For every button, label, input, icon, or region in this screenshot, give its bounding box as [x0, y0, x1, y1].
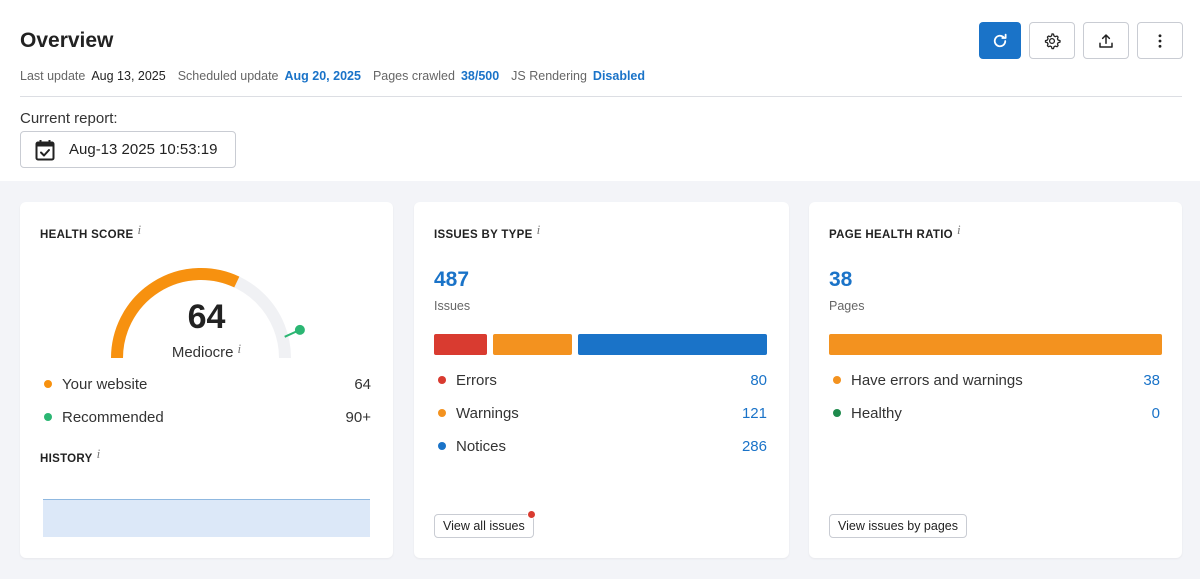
bar-segment-notices[interactable] — [578, 334, 767, 355]
legend-label: Errors — [456, 371, 497, 389]
pages-total-link[interactable]: 38 — [829, 268, 853, 291]
errors-count-link[interactable]: 80 — [750, 371, 767, 389]
info-icon[interactable]: i — [536, 222, 541, 237]
notification-dot — [526, 510, 536, 519]
legend-errors: Errors 80 — [438, 370, 767, 390]
issues-distribution-bar — [434, 334, 767, 355]
legend-value: 90+ — [345, 408, 371, 426]
health-score-title: HEALTH SCORE i — [40, 222, 141, 242]
bar-segment-errors[interactable] — [434, 334, 487, 355]
legend-your-website: Your website 64 — [44, 374, 371, 394]
issues-total-label: Issues — [434, 299, 471, 313]
health-score-gauge — [111, 267, 305, 359]
legend-label: Your website — [62, 375, 148, 393]
health-score-value: 64 — [187, 298, 226, 336]
gear-icon — [1044, 32, 1061, 49]
issues-total-link[interactable]: 487 — [434, 268, 470, 291]
legend-warnings: Warnings 121 — [438, 403, 767, 423]
legend-label: Notices — [456, 437, 507, 455]
issues-by-type-title: ISSUES BY TYPE i — [434, 222, 541, 242]
legend-errors-warnings: Have errors and warnings 38 — [833, 370, 1160, 390]
info-icon[interactable]: i — [96, 446, 101, 461]
info-icon[interactable]: i — [137, 222, 142, 237]
legend-recommended: Recommended 90+ — [44, 407, 371, 427]
more-vertical-icon — [1158, 33, 1162, 48]
pages-crawled-label: Pages crawled — [372, 69, 455, 83]
pages-total-label: Pages — [829, 299, 865, 313]
legend-dot — [833, 409, 841, 417]
page-health-ratio-title-text: PAGE HEALTH RATIO — [829, 229, 953, 241]
report-date-value: Aug-13 2025 10:53:19 — [69, 141, 218, 158]
bar-segment-warnings[interactable] — [492, 334, 573, 355]
info-icon[interactable]: i — [956, 222, 961, 237]
calendar-check-icon — [35, 139, 55, 160]
scheduled-update-link[interactable]: Aug 20, 2025 — [284, 69, 361, 83]
view-all-issues-button[interactable]: View all issues — [434, 510, 536, 538]
bar-segment-have-errors-and-warnings[interactable] — [829, 334, 1162, 355]
upload-icon — [1099, 33, 1113, 48]
health-score-rating: Mediocre i — [20, 341, 393, 361]
legend-dot — [438, 442, 446, 450]
view-all-issues-label: View all issues — [443, 519, 525, 533]
export-button[interactable] — [1083, 22, 1129, 59]
notices-count-link[interactable]: 286 — [741, 437, 767, 455]
history-title-text: HISTORY — [40, 453, 93, 465]
header-divider — [20, 96, 1182, 97]
health-score-title-text: HEALTH SCORE — [40, 229, 134, 241]
gauge-fill-arc — [111, 267, 240, 359]
legend-dot — [44, 413, 52, 421]
page-header: Overview Last update Aug 13, 2025 Schedu… — [0, 0, 1200, 181]
page-health-ratio-title: PAGE HEALTH RATIO i — [829, 222, 961, 242]
report-date-selector[interactable]: Aug-13 2025 10:53:19 — [20, 131, 236, 168]
info-icon[interactable]: i — [237, 341, 242, 356]
legend-dot — [438, 409, 446, 417]
legend-label: Recommended — [62, 408, 164, 426]
view-issues-by-pages-label: View issues by pages — [838, 519, 958, 533]
page-health-distribution-bar — [829, 334, 1162, 355]
page-health-ratio-card: PAGE HEALTH RATIO i 38 Pages Have errors … — [809, 202, 1182, 558]
js-rendering-label: JS Rendering — [511, 69, 587, 83]
current-report-label: Current report: — [20, 110, 118, 127]
more-options-button[interactable] — [1137, 22, 1183, 59]
warnings-count-link[interactable]: 121 — [741, 404, 767, 422]
history-title: HISTORY i — [40, 446, 101, 466]
legend-label: Have errors and warnings — [851, 371, 1023, 389]
refresh-button[interactable] — [979, 22, 1021, 59]
issues-by-type-title-text: ISSUES BY TYPE — [434, 229, 533, 241]
health-score-card: HEALTH SCORE i 64 Mediocre i Your website … — [20, 202, 393, 558]
legend-dot — [833, 376, 841, 384]
history-chart[interactable] — [43, 499, 370, 537]
recommended-marker-dot — [294, 324, 305, 335]
issues-by-type-card: ISSUES BY TYPE i 487 Issues Errors 80 War… — [414, 202, 789, 558]
legend-dot — [438, 376, 446, 384]
pages-crawled-link[interactable]: 38/500 — [460, 69, 500, 83]
legend-dot — [44, 380, 52, 388]
legend-label: Healthy — [851, 404, 902, 422]
legend-notices: Notices 286 — [438, 436, 767, 456]
legend-healthy: Healthy 0 — [833, 403, 1160, 423]
page-title: Overview — [20, 29, 114, 52]
legend-label: Warnings — [456, 404, 519, 422]
last-update-label: Last update — [20, 69, 86, 83]
last-update-value: Aug 13, 2025 — [91, 69, 166, 83]
settings-button[interactable] — [1029, 22, 1075, 59]
report-meta: Last update Aug 13, 2025 Scheduled updat… — [20, 69, 657, 83]
legend-value: 64 — [354, 375, 371, 393]
refresh-icon — [993, 33, 1007, 47]
health-score-rating-text: Mediocre — [171, 344, 234, 361]
js-rendering-link[interactable]: Disabled — [592, 69, 646, 83]
scheduled-update-label: Scheduled update — [177, 69, 279, 83]
healthy-count-link[interactable]: 0 — [1151, 404, 1160, 422]
view-issues-by-pages-button[interactable]: View issues by pages — [829, 514, 967, 538]
errors-warnings-count-link[interactable]: 38 — [1143, 371, 1160, 389]
